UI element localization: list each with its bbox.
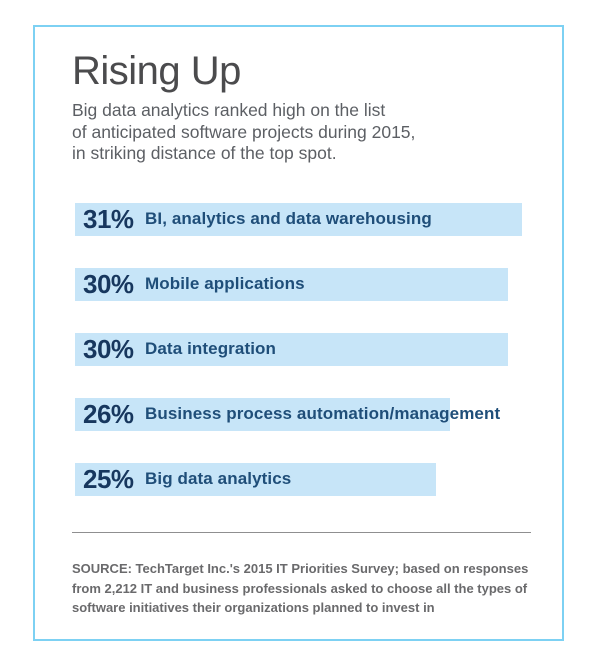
bar-percent-label: 30% xyxy=(83,268,134,299)
bar-category-label: Data integration xyxy=(145,339,277,358)
bar-percent-label: 31% xyxy=(83,203,134,234)
bar-row: 30% Mobile applications xyxy=(75,267,532,301)
bar-chart: 31% BI, analytics and data warehousing 30%… xyxy=(75,202,532,496)
bar-category-label: Business process automation/management xyxy=(145,404,501,423)
bar xyxy=(75,397,450,431)
bar-category-label: Big data analytics xyxy=(145,469,292,488)
divider-line xyxy=(72,531,531,533)
bar-percent-label: 26% xyxy=(83,398,134,429)
bar-category-label: BI, analytics and data warehousing xyxy=(145,209,432,228)
bar xyxy=(75,462,436,496)
source-note: SOURCE: TechTarget Inc.'s 2015 IT Priori… xyxy=(72,561,529,615)
chart-subtitle: Big data analytics ranked high on the li… xyxy=(72,100,416,163)
bar-row: 26% Business process automation/managemen… xyxy=(75,397,532,431)
page-title: Rising Up xyxy=(72,49,241,93)
bar-row: 30% Data integration xyxy=(75,332,532,366)
bar-percent-label: 25% xyxy=(83,463,134,494)
bar-category-label: Mobile applications xyxy=(145,274,305,293)
bar xyxy=(75,332,508,366)
bar-row: 31% BI, analytics and data warehousing xyxy=(75,202,532,236)
bar-row: 25% Big data analytics xyxy=(75,462,532,496)
bar-percent-label: 30% xyxy=(83,333,134,364)
bar xyxy=(75,202,522,236)
infographic-card: Rising Up Big data analytics ranked high… xyxy=(33,25,564,641)
bar xyxy=(75,267,508,301)
